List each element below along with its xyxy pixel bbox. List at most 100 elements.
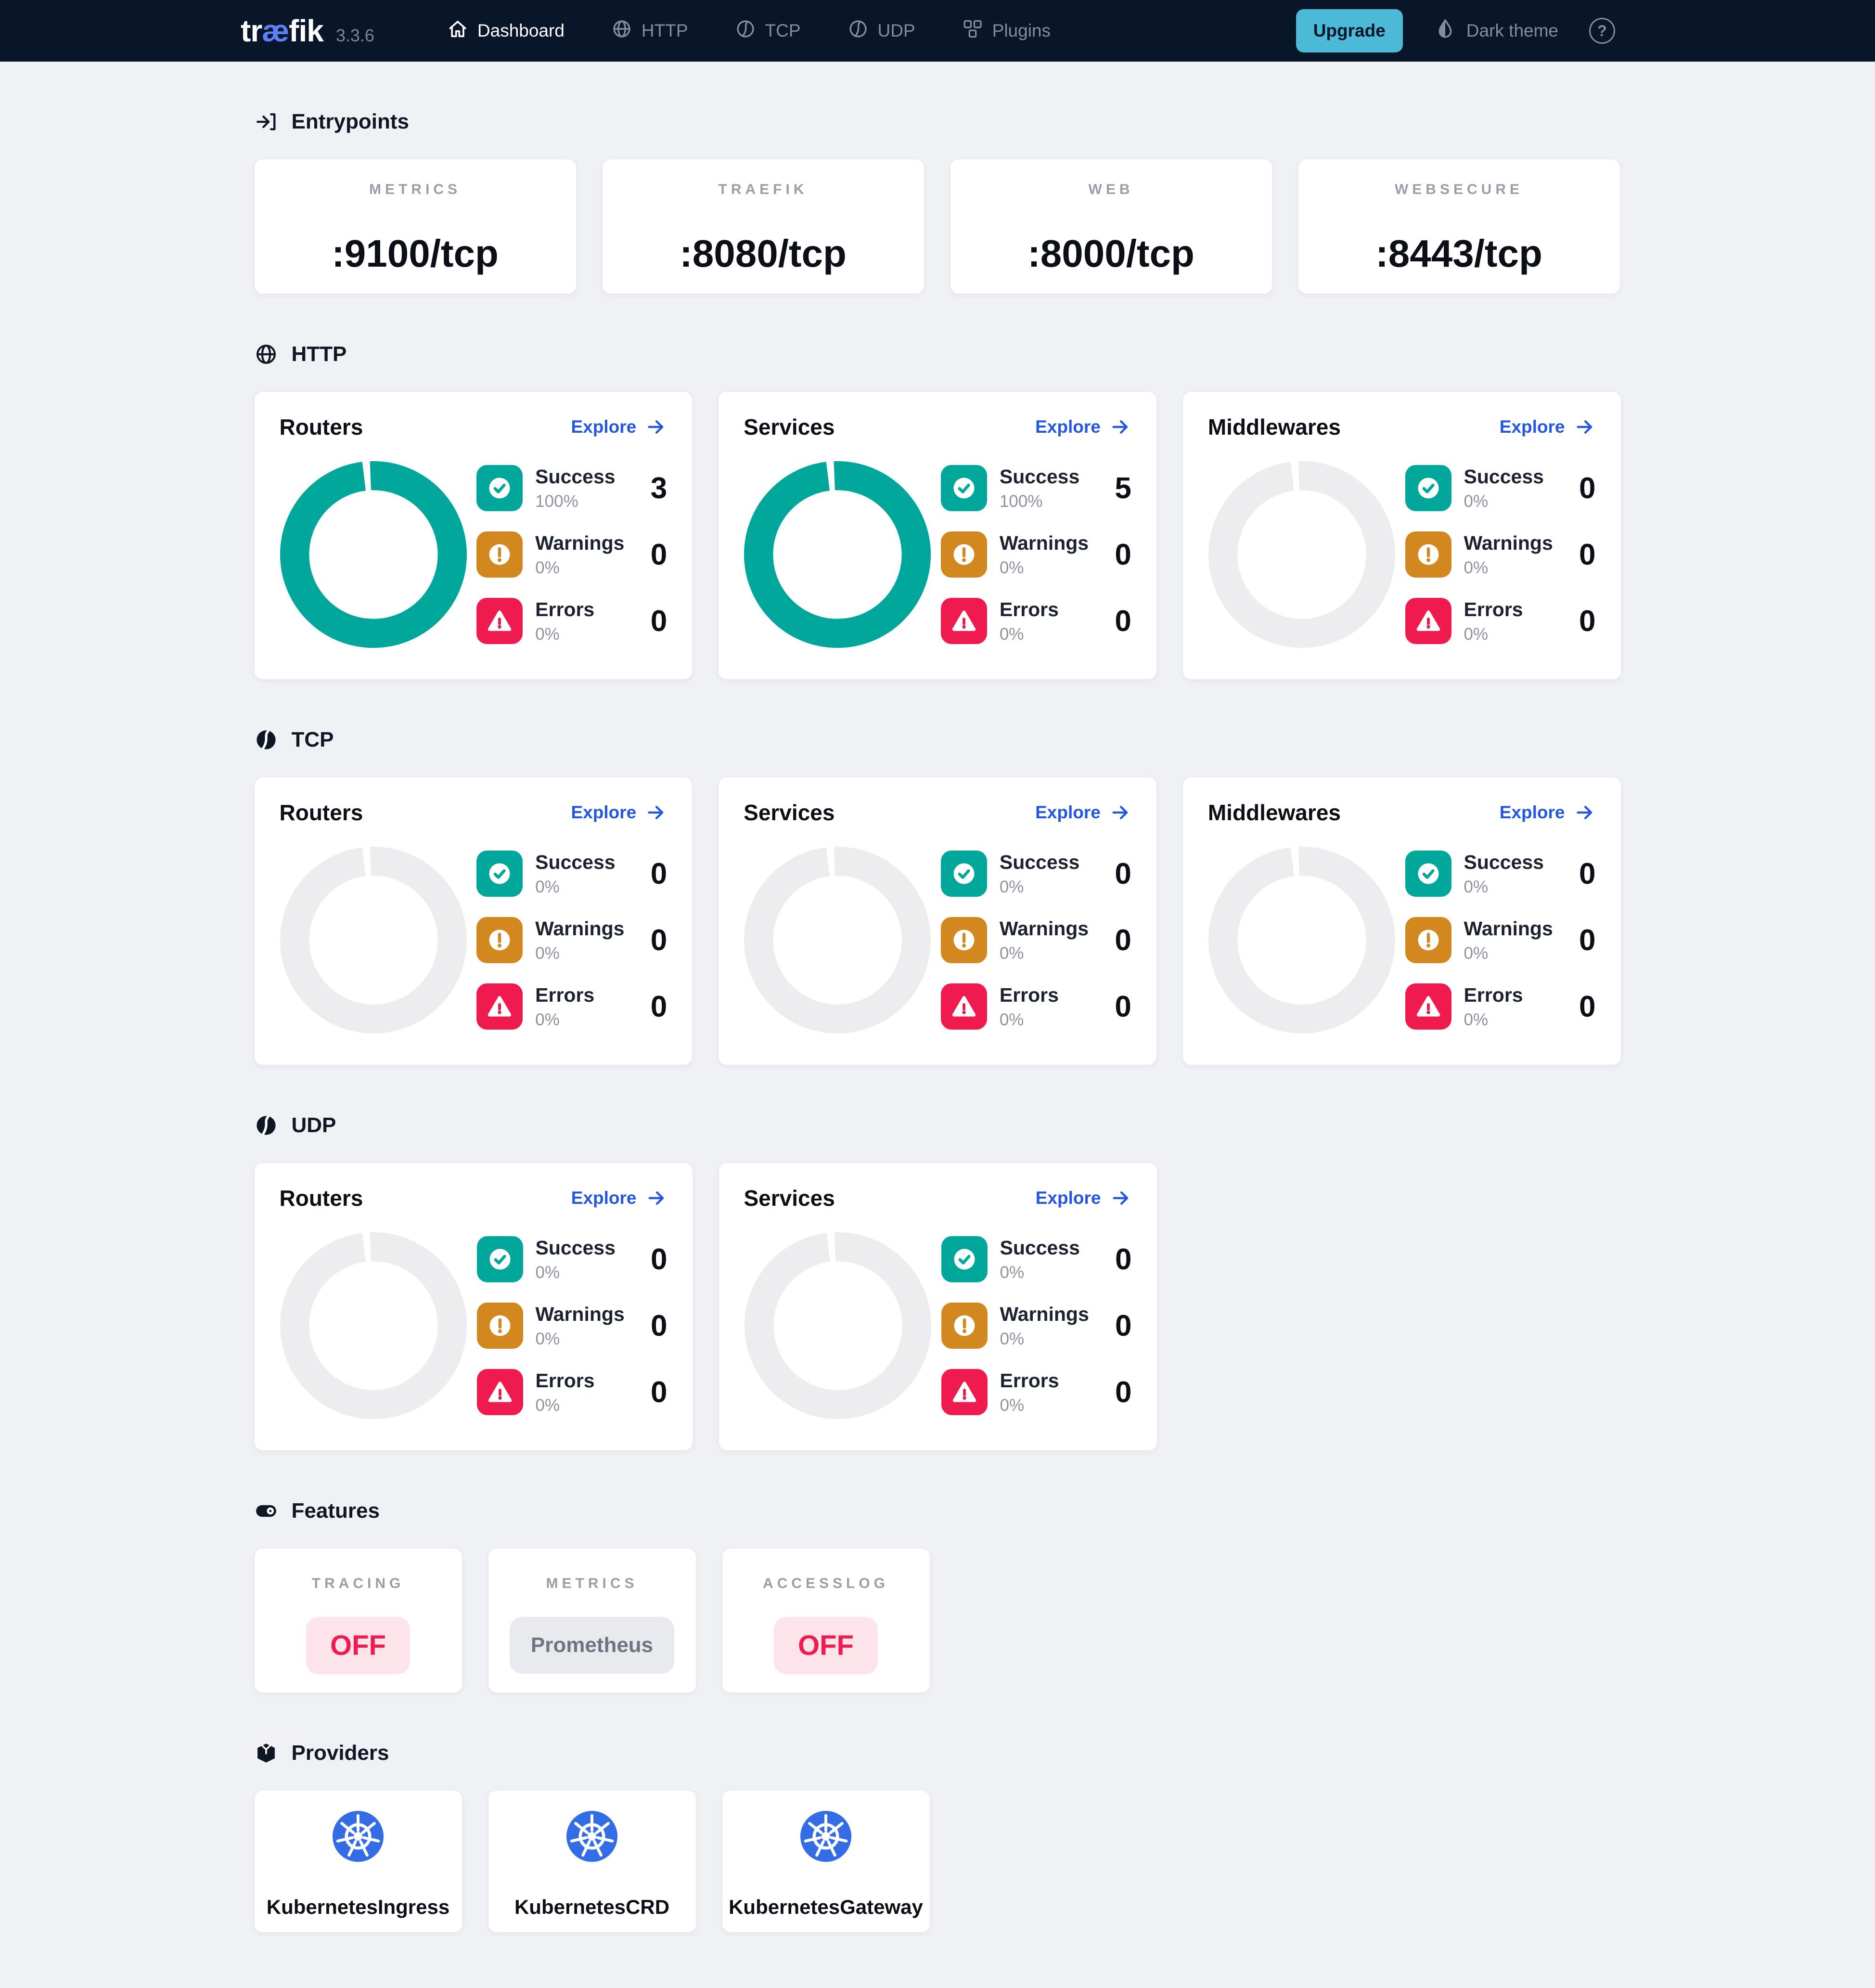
legend-label: Success: [535, 851, 616, 873]
card-title: Routers: [279, 800, 363, 825]
globe-icon: [256, 344, 276, 364]
kubernetes-icon: [333, 1811, 384, 1862]
explore-label: Explore: [1035, 417, 1101, 437]
pipe-ball-icon: [256, 730, 276, 750]
legend-pct: 0%: [999, 1010, 1024, 1029]
plugins-boxes-icon: [962, 18, 984, 44]
feature-status-badge: OFF: [774, 1617, 878, 1674]
section-tcp-header: TCP: [254, 728, 1621, 752]
entrypoint-port: :8443/tcp: [1375, 232, 1542, 275]
legend-pct: 100%: [999, 491, 1043, 511]
legend-pct: 0%: [535, 1010, 560, 1029]
arrow-right-icon: [1112, 806, 1128, 819]
legend-pct: 0%: [999, 624, 1024, 644]
legend-count: 0: [1579, 538, 1596, 571]
legend: Success 0% 0 Warnings 0% 0 Errors 0% 0: [1405, 851, 1596, 1030]
logo-text: træfik: [241, 13, 324, 48]
warning-icon: [1405, 917, 1451, 963]
pipe-ball-icon: [256, 1115, 276, 1136]
legend-row-errors: Errors 0% 0: [476, 598, 667, 644]
entrypoint-card-web: WEB :8000/tcp: [950, 159, 1272, 294]
pipe-ball-icon: [847, 18, 869, 44]
explore-link[interactable]: Explore: [1035, 801, 1131, 824]
legend-label: Warnings: [999, 531, 1089, 554]
explore-link[interactable]: Explore: [571, 1187, 668, 1209]
section-title: Entrypoints: [291, 110, 409, 133]
legend-row-success: Success 100% 3: [476, 465, 667, 511]
legend-row-success: Success 0% 0: [476, 1236, 668, 1282]
nav-label: HTTP: [641, 21, 688, 40]
explore-link[interactable]: Explore: [1035, 416, 1131, 438]
legend: Success 100% 3 Warnings 0% 0 Errors 0% 0: [476, 465, 667, 644]
card-title: Services: [744, 1186, 835, 1211]
dashboard-content: Entrypoints METRICS :9100/tcp TRAEFIK :8…: [254, 110, 1621, 1933]
legend-label: Errors: [535, 1369, 595, 1392]
legend-row-warnings: Warnings 0% 0: [940, 531, 1131, 578]
question-mark-icon: ?: [1597, 22, 1607, 39]
donut-chart: [744, 461, 931, 648]
legend-count: 0: [1579, 923, 1596, 957]
explore-label: Explore: [1499, 417, 1565, 437]
entrypoint-card-websecure: WEBSECURE :8443/tcp: [1297, 159, 1620, 294]
success-check-icon: [476, 1236, 523, 1282]
provider-name: KubernetesCRD: [514, 1896, 670, 1918]
arrow-right-icon: [1576, 806, 1592, 819]
top-navbar: træfik 3.3.6 Dashboard HTTP TCP UDP: [0, 0, 1875, 62]
legend-count: 0: [1115, 1375, 1132, 1409]
http-routers-card: Routers Explore Success 100% 3 Warnings 0%…: [254, 391, 693, 680]
explore-link[interactable]: Explore: [1500, 801, 1596, 824]
nav-item-plugins[interactable]: Plugins: [962, 18, 1051, 44]
legend-label: Errors: [535, 983, 595, 1006]
legend-row-success: Success 0% 0: [476, 851, 667, 897]
legend-label: Success: [999, 465, 1080, 488]
upgrade-button[interactable]: Upgrade: [1296, 9, 1403, 52]
explore-label: Explore: [1035, 802, 1101, 822]
legend-count: 0: [1115, 604, 1131, 638]
help-button[interactable]: ?: [1589, 18, 1615, 44]
legend-pct: 0%: [535, 1329, 560, 1348]
legend-count: 0: [1115, 923, 1131, 957]
section-features-header: Features: [254, 1499, 1621, 1523]
legend-row-success: Success 0% 0: [940, 851, 1131, 897]
legend-label: Warnings: [535, 917, 625, 940]
legend-label: Success: [535, 1236, 616, 1259]
card-title: Services: [744, 800, 835, 825]
warning-icon: [476, 917, 523, 963]
error-triangle-icon: [476, 983, 523, 1030]
nav-item-http[interactable]: HTTP: [611, 18, 688, 44]
legend-count: 0: [650, 604, 668, 638]
udp-routers-card: Routers Explore Success 0% 0 Warnings 0% 0: [254, 1162, 693, 1451]
dark-theme-toggle[interactable]: Dark theme: [1434, 17, 1558, 45]
http-services-card: Services Explore Success 100% 5 Warnings 0…: [718, 391, 1157, 680]
tcp-services-card: Services Explore Success 0% 0 Warnings 0% …: [718, 777, 1157, 1065]
legend-row-warnings: Warnings 0% 0: [476, 1303, 668, 1349]
success-check-icon: [476, 851, 523, 897]
explore-link[interactable]: Explore: [571, 416, 667, 438]
section-providers-header: Providers: [254, 1741, 1621, 1765]
legend-row-warnings: Warnings 0% 0: [941, 1303, 1132, 1349]
explore-link[interactable]: Explore: [1500, 416, 1596, 438]
legend-label: Warnings: [1464, 531, 1553, 554]
provider-name: KubernetesIngress: [266, 1896, 450, 1918]
legend-count: 0: [1579, 471, 1596, 505]
explore-link[interactable]: Explore: [571, 801, 667, 824]
legend-count: 0: [1115, 538, 1131, 571]
explore-link[interactable]: Explore: [1036, 1187, 1132, 1209]
donut-chart: [1208, 461, 1395, 648]
legend: Success 0% 0 Warnings 0% 0 Errors 0% 0: [940, 851, 1131, 1030]
nav-label: Dashboard: [477, 21, 565, 40]
legend-pct: 0%: [1000, 1395, 1025, 1415]
nav-item-udp[interactable]: UDP: [847, 18, 915, 44]
legend-pct: 0%: [535, 624, 560, 644]
legend: Success 100% 5 Warnings 0% 0 Errors 0% 0: [940, 465, 1131, 644]
nav-item-tcp[interactable]: TCP: [734, 18, 801, 44]
nav-item-dashboard[interactable]: Dashboard: [447, 18, 565, 44]
legend-label: Errors: [535, 598, 595, 620]
nav-label: UDP: [877, 21, 915, 40]
traefik-logo[interactable]: træfik 3.3.6: [241, 13, 374, 49]
arrow-right-icon: [1576, 420, 1592, 434]
features-row: TRACING OFF METRICS Prometheus ACCESSLOG…: [254, 1548, 1621, 1693]
providers-row: KubernetesIngress KubernetesCRD: [254, 1790, 1621, 1933]
legend-pct: 0%: [535, 1263, 560, 1282]
legend-label: Success: [1464, 851, 1544, 873]
